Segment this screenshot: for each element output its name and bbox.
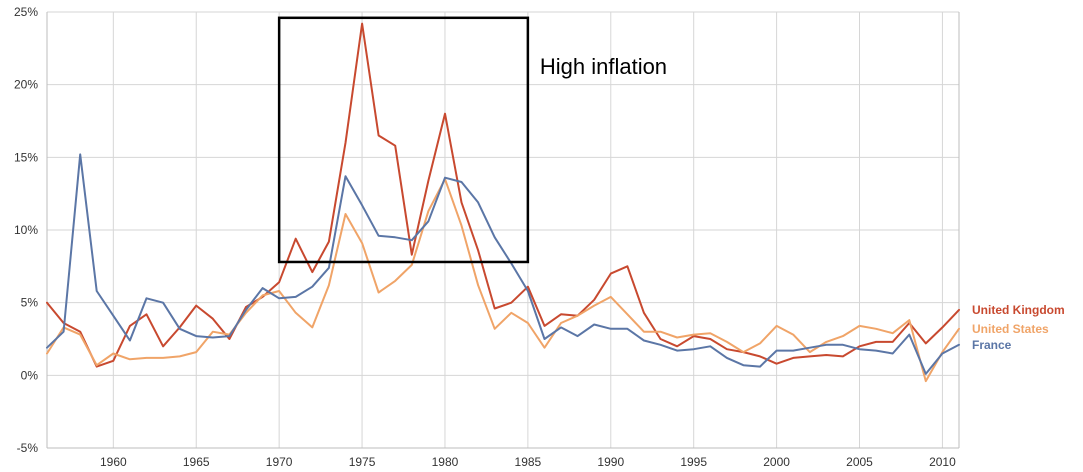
series-line-united-kingdom <box>46 22 960 368</box>
y-tick-label: 0% <box>21 368 39 382</box>
chart-grid <box>46 11 960 449</box>
series-lines <box>46 22 960 383</box>
y-axis-ticks: -5% 0% 5% 10% 15% 20% 25% <box>14 5 38 455</box>
high-inflation-annotation: High inflation <box>277 16 667 264</box>
high-inflation-label: High inflation <box>540 54 667 79</box>
series-line-united-states <box>46 178 960 383</box>
y-tick-label: 10% <box>14 223 38 237</box>
high-inflation-box <box>277 16 530 264</box>
chart-legend: United Kingdom United States France <box>972 303 1065 352</box>
x-tick-label: 1975 <box>349 455 376 469</box>
x-tick-label: 2000 <box>763 455 790 469</box>
x-tick-label: 1985 <box>515 455 542 469</box>
x-tick-label: 2005 <box>846 455 873 469</box>
x-tick-label: 1995 <box>680 455 707 469</box>
x-tick-label: 1960 <box>100 455 127 469</box>
y-tick-label: -5% <box>17 441 39 455</box>
x-axis-ticks: 1960 1965 1970 1975 1980 1985 1990 1995 2000 2005… <box>100 455 956 469</box>
y-tick-label: 15% <box>14 150 38 164</box>
x-tick-label: 2010 <box>929 455 956 469</box>
y-tick-label: 25% <box>14 5 38 19</box>
x-tick-label: 1965 <box>183 455 210 469</box>
x-tick-label: 1970 <box>266 455 293 469</box>
y-tick-label: 5% <box>21 296 39 310</box>
legend-label-france: France <box>972 338 1012 352</box>
y-tick-label: 20% <box>14 78 38 92</box>
legend-label-united-kingdom: United Kingdom <box>972 303 1065 317</box>
x-tick-label: 1980 <box>432 455 459 469</box>
x-tick-label: 1990 <box>597 455 624 469</box>
legend-label-united-states: United States <box>972 322 1049 336</box>
series-line-france <box>46 153 960 375</box>
